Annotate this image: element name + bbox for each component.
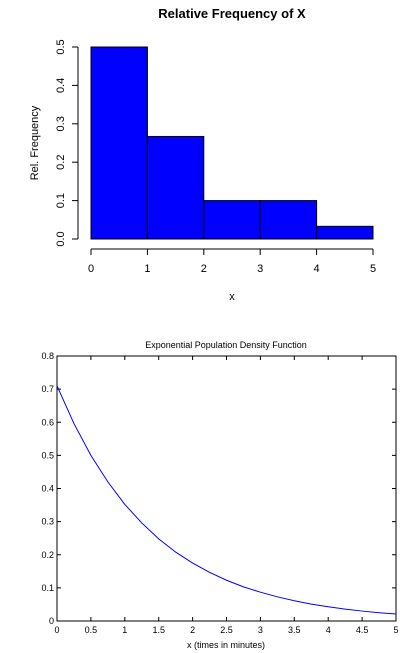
- histogram-x-tick-label: 3: [257, 263, 263, 275]
- density-y-axis: 0 0.1 0.2 0.3 0.4 0.5 0.6 0.7 0.8: [41, 351, 396, 626]
- histogram-y-tick-label: 0.3: [55, 116, 67, 131]
- density-y-tick-label: 0.8: [41, 351, 54, 361]
- histogram-bar: [316, 225, 374, 240]
- histogram-y-tick-label: 0.2: [55, 155, 67, 170]
- density-y-tick-label: 0.1: [41, 583, 54, 593]
- histogram-x-tick-label: 5: [370, 263, 376, 275]
- histogram-x-label: x: [229, 291, 235, 303]
- density-title: Exponential Population Density Function: [145, 340, 307, 350]
- density-series-line: [56, 385, 397, 615]
- density-y-tick-label: 0.6: [41, 417, 54, 427]
- histogram-bar: [203, 200, 261, 240]
- density-x-tick-label: 0: [54, 625, 59, 635]
- histogram-y-axis: 0.0 0.1 0.2 0.3 0.4 0.5: [55, 39, 79, 247]
- density-x-tick-label: 4: [326, 625, 331, 635]
- density-y-tick-label: 0.4: [41, 484, 54, 494]
- density-x-tick-label: 2.5: [220, 625, 233, 635]
- density-y-tick-label: 0.2: [41, 550, 54, 560]
- density-x-tick-label: 3: [258, 625, 263, 635]
- density-y-tick-label: 0.5: [41, 450, 54, 460]
- histogram-y-label: Rel. Frequency: [29, 105, 41, 180]
- histogram-x-tick-label: 2: [201, 263, 207, 275]
- histogram-x-tick-label: 0: [88, 263, 94, 275]
- histogram-bar: [259, 200, 318, 240]
- density-chart: Exponential Population Density Function …: [41, 340, 399, 650]
- histogram-title: Relative Frequency of X: [158, 6, 306, 21]
- density-x-label: x (times in minutes): [187, 640, 265, 650]
- density-y-tick-label: 0.3: [41, 517, 54, 527]
- density-x-tick-label: 1: [122, 625, 127, 635]
- histogram-y-tick-label: 0.5: [55, 39, 67, 54]
- histogram-x-tick-label: 1: [144, 263, 150, 275]
- histogram-y-tick-label: 0.1: [55, 193, 67, 208]
- histogram-y-tick-label: 0.4: [55, 78, 67, 93]
- density-x-tick-label: 4.5: [356, 625, 369, 635]
- density-x-tick-label: 0.5: [85, 625, 98, 635]
- density-x-tick-label: 1.5: [152, 625, 165, 635]
- density-x-tick-label: 5: [393, 625, 398, 635]
- density-y-tick-label: 0: [49, 616, 54, 626]
- density-x-tick-label: 2: [190, 625, 195, 635]
- histogram-bars: [90, 46, 374, 240]
- histogram-chart: Relative Frequency of X 0 1 2 3 4 5 0.0 0.1 0.2…: [29, 6, 376, 303]
- density-plot-frame: [56, 355, 397, 622]
- histogram-x-axis: 0 1 2 3 4 5: [88, 248, 376, 275]
- density-y-tick-label: 0.7: [41, 384, 54, 394]
- histogram-y-tick-label: 0.0: [55, 231, 67, 246]
- histogram-bar: [146, 135, 205, 240]
- histogram-bar: [90, 46, 148, 240]
- density-x-axis: 0 0.5 1 1.5 2 2.5 3 3.5 4 4.5 5: [54, 356, 399, 635]
- histogram-x-tick-label: 4: [314, 263, 320, 275]
- density-x-tick-label: 3.5: [288, 625, 301, 635]
